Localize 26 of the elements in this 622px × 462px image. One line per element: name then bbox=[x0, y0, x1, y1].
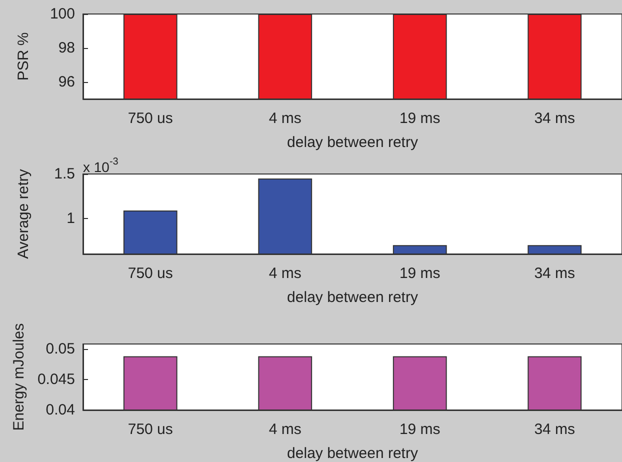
x-axis-title: delay between retry bbox=[287, 134, 418, 151]
y-tick-label: 96 bbox=[58, 74, 75, 90]
y-tick-label: 0.05 bbox=[46, 340, 75, 358]
x-tick-label: 750 us bbox=[128, 265, 173, 282]
y-axis-title: Average retry bbox=[15, 168, 32, 259]
x-tick-label: 4 ms bbox=[268, 421, 302, 438]
y-tick-label: 0.04 bbox=[46, 402, 75, 418]
x-tick-label: 4 ms bbox=[268, 110, 302, 127]
y-tick-label: 98 bbox=[58, 40, 75, 56]
x-tick-label: 750 us bbox=[128, 110, 173, 127]
x-tick-label: 34 ms bbox=[534, 421, 576, 438]
x-tick-label: 19 ms bbox=[399, 110, 440, 127]
y-tick-label: 1 bbox=[66, 210, 75, 227]
x-tick-label: 750 us bbox=[128, 421, 173, 438]
x-axis-title: delay between retry bbox=[287, 289, 418, 306]
x-tick-label: 19 ms bbox=[399, 421, 440, 438]
x-tick-label: 19 ms bbox=[399, 265, 440, 282]
y-tick-label: 1.5 bbox=[54, 166, 75, 182]
x-tick-label: 34 ms bbox=[534, 265, 576, 282]
y-axis-title: PSR % bbox=[15, 32, 32, 81]
x-tick-label: 34 ms bbox=[534, 110, 576, 127]
y-tick-label: 0.045 bbox=[37, 370, 75, 388]
x-tick-label: 4 ms bbox=[268, 265, 302, 282]
x-axis-title: delay between retry bbox=[287, 445, 418, 462]
y-axis-title: Energy mJoules bbox=[10, 323, 28, 431]
y-tick-label: 100 bbox=[50, 6, 75, 22]
